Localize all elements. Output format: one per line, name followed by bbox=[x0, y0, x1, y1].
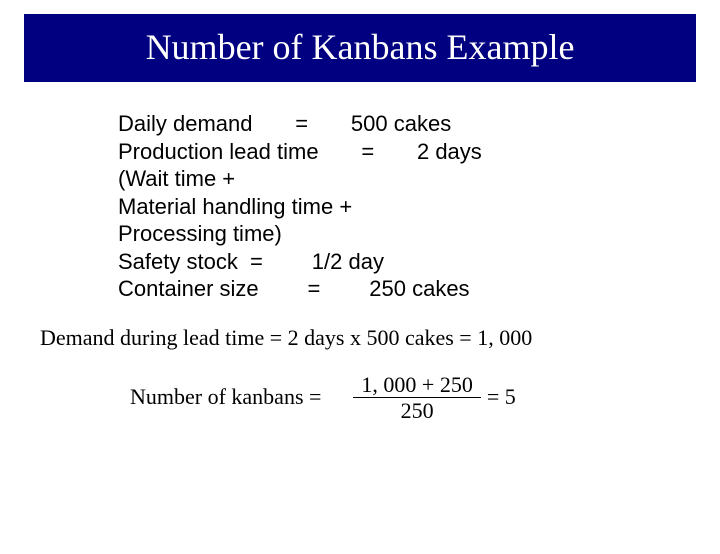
formula-numerator: 1, 000 + 250 bbox=[357, 373, 476, 397]
formula-result: = 5 bbox=[487, 384, 516, 410]
lead-time-demand-sentence: Demand during lead time = 2 days x 500 c… bbox=[40, 325, 720, 351]
formula-fraction: 1, 000 + 250 250 bbox=[357, 373, 476, 422]
kanban-formula: Number of kanbans = 1, 000 + 250 250 = 5 bbox=[130, 373, 720, 422]
formula-label: Number of kanbans = bbox=[130, 384, 321, 410]
formula-denominator: 250 bbox=[353, 397, 480, 422]
parameter-list: Daily demand = 500 cakes Production lead… bbox=[118, 110, 720, 303]
slide-title: Number of Kanbans Example bbox=[24, 14, 696, 82]
